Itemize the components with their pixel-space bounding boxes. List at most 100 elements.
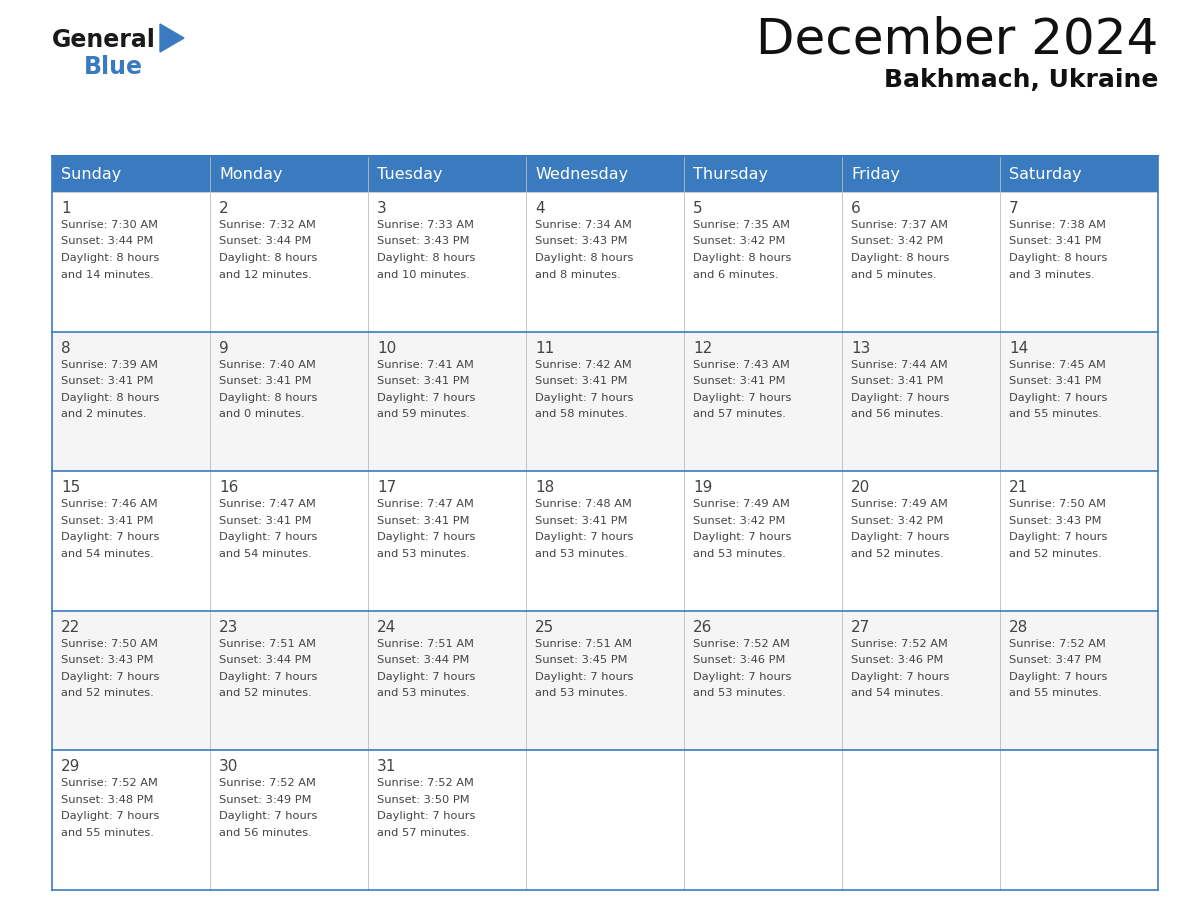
Text: Daylight: 7 hours: Daylight: 7 hours (219, 812, 317, 822)
Text: Sunrise: 7:41 AM: Sunrise: 7:41 AM (377, 360, 474, 370)
Text: Sunset: 3:42 PM: Sunset: 3:42 PM (693, 237, 785, 247)
Text: 1: 1 (61, 201, 70, 216)
Text: Daylight: 7 hours: Daylight: 7 hours (851, 393, 949, 403)
Text: and 54 minutes.: and 54 minutes. (219, 549, 311, 559)
Text: Sunrise: 7:45 AM: Sunrise: 7:45 AM (1009, 360, 1106, 370)
Text: 17: 17 (377, 480, 397, 495)
Text: Daylight: 7 hours: Daylight: 7 hours (219, 532, 317, 543)
Text: Daylight: 8 hours: Daylight: 8 hours (693, 253, 791, 263)
Text: Sunset: 3:43 PM: Sunset: 3:43 PM (535, 237, 627, 247)
Text: Sunset: 3:43 PM: Sunset: 3:43 PM (1009, 516, 1101, 526)
Text: Sunset: 3:41 PM: Sunset: 3:41 PM (61, 516, 153, 526)
Text: and 0 minutes.: and 0 minutes. (219, 409, 304, 420)
Text: 13: 13 (851, 341, 871, 355)
Text: Sunrise: 7:48 AM: Sunrise: 7:48 AM (535, 499, 632, 509)
Text: Daylight: 8 hours: Daylight: 8 hours (219, 393, 317, 403)
Text: Daylight: 7 hours: Daylight: 7 hours (851, 672, 949, 682)
Text: Daylight: 7 hours: Daylight: 7 hours (61, 532, 159, 543)
Text: 15: 15 (61, 480, 81, 495)
Text: Sunrise: 7:52 AM: Sunrise: 7:52 AM (851, 639, 948, 649)
Text: Daylight: 7 hours: Daylight: 7 hours (377, 393, 475, 403)
Text: Daylight: 7 hours: Daylight: 7 hours (219, 672, 317, 682)
Text: and 6 minutes.: and 6 minutes. (693, 270, 778, 279)
Text: Sunset: 3:46 PM: Sunset: 3:46 PM (693, 655, 785, 666)
Text: and 59 minutes.: and 59 minutes. (377, 409, 470, 420)
Text: 5: 5 (693, 201, 702, 216)
Text: Tuesday: Tuesday (377, 166, 442, 182)
Text: 26: 26 (693, 620, 713, 635)
Text: and 8 minutes.: and 8 minutes. (535, 270, 620, 279)
Text: 11: 11 (535, 341, 555, 355)
Text: and 58 minutes.: and 58 minutes. (535, 409, 628, 420)
Text: 16: 16 (219, 480, 239, 495)
Text: 10: 10 (377, 341, 397, 355)
Text: Sunrise: 7:30 AM: Sunrise: 7:30 AM (61, 220, 158, 230)
Text: Sunrise: 7:42 AM: Sunrise: 7:42 AM (535, 360, 632, 370)
Text: Daylight: 8 hours: Daylight: 8 hours (61, 393, 159, 403)
Text: and 57 minutes.: and 57 minutes. (693, 409, 786, 420)
Text: and 53 minutes.: and 53 minutes. (377, 688, 470, 699)
Text: 7: 7 (1009, 201, 1018, 216)
Text: Sunrise: 7:44 AM: Sunrise: 7:44 AM (851, 360, 948, 370)
Text: Monday: Monday (219, 166, 283, 182)
Text: Sunrise: 7:37 AM: Sunrise: 7:37 AM (851, 220, 948, 230)
Text: Sunset: 3:43 PM: Sunset: 3:43 PM (377, 237, 469, 247)
Text: Daylight: 7 hours: Daylight: 7 hours (61, 672, 159, 682)
Text: and 53 minutes.: and 53 minutes. (535, 549, 628, 559)
Text: 18: 18 (535, 480, 555, 495)
Text: Sunrise: 7:52 AM: Sunrise: 7:52 AM (219, 778, 316, 789)
Text: Sunset: 3:42 PM: Sunset: 3:42 PM (851, 516, 943, 526)
Text: 14: 14 (1009, 341, 1029, 355)
Text: Daylight: 7 hours: Daylight: 7 hours (1009, 393, 1107, 403)
Text: Daylight: 7 hours: Daylight: 7 hours (693, 532, 791, 543)
Text: and 53 minutes.: and 53 minutes. (693, 549, 786, 559)
Text: and 12 minutes.: and 12 minutes. (219, 270, 311, 279)
Text: and 53 minutes.: and 53 minutes. (377, 549, 470, 559)
Text: Sunset: 3:48 PM: Sunset: 3:48 PM (61, 795, 153, 805)
Text: Daylight: 7 hours: Daylight: 7 hours (693, 393, 791, 403)
Text: Sunset: 3:44 PM: Sunset: 3:44 PM (61, 237, 153, 247)
Text: and 2 minutes.: and 2 minutes. (61, 409, 146, 420)
Text: 31: 31 (377, 759, 397, 775)
Text: Sunrise: 7:52 AM: Sunrise: 7:52 AM (61, 778, 158, 789)
Text: Sunrise: 7:51 AM: Sunrise: 7:51 AM (535, 639, 632, 649)
Text: and 52 minutes.: and 52 minutes. (1009, 549, 1101, 559)
Text: and 54 minutes.: and 54 minutes. (61, 549, 153, 559)
Text: and 52 minutes.: and 52 minutes. (61, 688, 153, 699)
Text: Sunset: 3:42 PM: Sunset: 3:42 PM (851, 237, 943, 247)
Text: 22: 22 (61, 620, 81, 635)
Bar (52, 192, 1158, 331)
Text: Daylight: 7 hours: Daylight: 7 hours (535, 532, 633, 543)
Text: Sunrise: 7:33 AM: Sunrise: 7:33 AM (377, 220, 474, 230)
Text: 30: 30 (219, 759, 239, 775)
Text: 4: 4 (535, 201, 544, 216)
Text: Sunset: 3:41 PM: Sunset: 3:41 PM (377, 516, 469, 526)
Text: 20: 20 (851, 480, 871, 495)
Text: Sunrise: 7:52 AM: Sunrise: 7:52 AM (377, 778, 474, 789)
Text: Sunset: 3:43 PM: Sunset: 3:43 PM (61, 655, 153, 666)
Text: and 5 minutes.: and 5 minutes. (851, 270, 936, 279)
Text: Daylight: 8 hours: Daylight: 8 hours (851, 253, 949, 263)
Text: 24: 24 (377, 620, 397, 635)
Text: Daylight: 7 hours: Daylight: 7 hours (693, 672, 791, 682)
Bar (52, 331, 1158, 471)
Text: Sunrise: 7:51 AM: Sunrise: 7:51 AM (377, 639, 474, 649)
Text: 12: 12 (693, 341, 713, 355)
Text: 29: 29 (61, 759, 81, 775)
Text: Sunrise: 7:47 AM: Sunrise: 7:47 AM (219, 499, 316, 509)
Text: Friday: Friday (851, 166, 901, 182)
Text: and 14 minutes.: and 14 minutes. (61, 270, 153, 279)
Text: Sunrise: 7:46 AM: Sunrise: 7:46 AM (61, 499, 158, 509)
Text: Daylight: 7 hours: Daylight: 7 hours (377, 532, 475, 543)
Text: Sunset: 3:41 PM: Sunset: 3:41 PM (535, 516, 627, 526)
Text: Daylight: 8 hours: Daylight: 8 hours (377, 253, 475, 263)
Bar (52, 750, 1158, 890)
Text: Sunset: 3:50 PM: Sunset: 3:50 PM (377, 795, 469, 805)
Bar (52, 156, 1158, 192)
Text: 28: 28 (1009, 620, 1029, 635)
Text: Daylight: 8 hours: Daylight: 8 hours (219, 253, 317, 263)
Text: Blue: Blue (84, 55, 143, 79)
Text: Sunset: 3:41 PM: Sunset: 3:41 PM (535, 376, 627, 386)
Text: Daylight: 7 hours: Daylight: 7 hours (377, 672, 475, 682)
Text: Daylight: 7 hours: Daylight: 7 hours (61, 812, 159, 822)
